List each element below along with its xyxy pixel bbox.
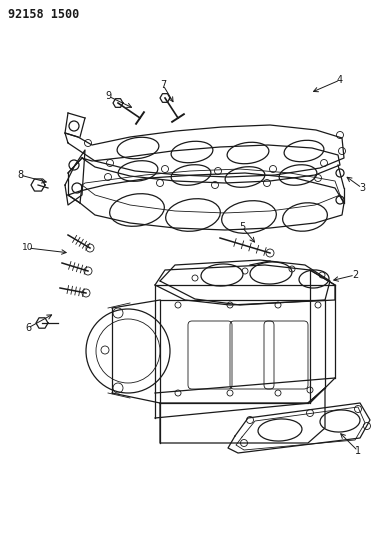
Text: 8: 8	[17, 170, 23, 180]
Text: 9: 9	[105, 91, 111, 101]
Text: 3: 3	[359, 183, 365, 193]
Text: 5: 5	[239, 222, 245, 232]
Text: 1: 1	[355, 446, 361, 456]
Text: 2: 2	[352, 270, 358, 280]
Text: 7: 7	[160, 80, 166, 90]
Text: 4: 4	[337, 75, 343, 85]
Text: 6: 6	[25, 323, 31, 333]
Text: 10: 10	[22, 244, 34, 253]
Text: 92158 1500: 92158 1500	[8, 8, 79, 21]
